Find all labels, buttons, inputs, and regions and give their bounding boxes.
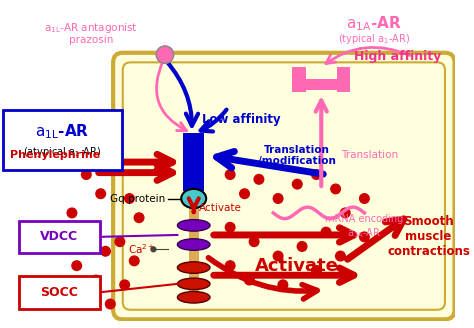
Ellipse shape [177,292,210,303]
Text: $\mathsf{a_{1A}}$-AR: $\mathsf{a_{1A}}$-AR [346,15,402,33]
Text: Phenylephrine: Phenylephrine [10,150,101,160]
Circle shape [151,247,156,252]
Circle shape [100,246,110,256]
Circle shape [63,290,72,299]
Circle shape [336,251,345,261]
Circle shape [297,242,307,251]
Circle shape [225,170,235,179]
Circle shape [82,170,91,179]
Ellipse shape [177,220,210,231]
Bar [183,133,204,191]
FancyBboxPatch shape [113,53,455,319]
FancyBboxPatch shape [19,220,100,253]
Circle shape [360,232,369,242]
Circle shape [225,222,235,232]
Circle shape [240,189,249,198]
Circle shape [249,237,259,246]
Circle shape [292,179,302,189]
Ellipse shape [181,189,206,208]
Circle shape [91,275,100,285]
Circle shape [156,46,173,63]
Circle shape [225,261,235,271]
Text: $\mathsf{Ca^{2+}}$: $\mathsf{Ca^{2+}}$ [128,242,155,256]
Circle shape [245,275,254,285]
Circle shape [129,256,139,266]
Bar [337,67,350,92]
Text: (typical $\mathsf{a_1}$-AR): (typical $\mathsf{a_1}$-AR) [338,32,410,46]
Text: VDCC: VDCC [40,230,79,243]
Ellipse shape [177,278,210,290]
Circle shape [106,299,115,309]
Text: Translation: Translation [341,150,398,160]
Circle shape [67,208,77,218]
Circle shape [321,227,331,237]
Circle shape [115,237,125,246]
Circle shape [340,208,350,218]
Circle shape [96,189,106,198]
Text: Gq protein: Gq protein [109,194,165,203]
Circle shape [134,213,144,222]
Circle shape [312,170,321,179]
Text: $\mathsf{a_{1L}}$-AR: $\mathsf{a_{1L}}$-AR [35,122,90,141]
FancyBboxPatch shape [3,110,122,170]
Text: SOCC: SOCC [40,286,78,299]
Bar [189,208,199,299]
Circle shape [312,266,321,275]
Ellipse shape [177,239,210,250]
Circle shape [72,261,82,271]
Text: Translation
/modification: Translation /modification [258,145,336,166]
Bar [292,73,350,90]
Text: Activate: Activate [255,256,339,275]
Text: prazosin: prazosin [69,35,113,45]
Circle shape [120,280,129,290]
Text: (atypical $\mathsf{a_1}$-AR): (atypical $\mathsf{a_1}$-AR) [23,146,101,159]
Circle shape [273,194,283,203]
Text: $\mathsf{a_{1L}}$-AR antagonist: $\mathsf{a_{1L}}$-AR antagonist [44,21,138,35]
Text: High affinity: High affinity [355,50,442,63]
Circle shape [278,280,288,290]
Text: Low affinity: Low affinity [202,113,281,126]
Ellipse shape [177,262,210,273]
Circle shape [86,227,96,237]
Text: mRNA encoding
$\mathsf{a_{1A}}$-AR: mRNA encoding $\mathsf{a_{1A}}$-AR [325,215,403,240]
Bar [306,65,337,79]
Circle shape [125,194,134,203]
FancyBboxPatch shape [19,276,100,309]
Text: Activate: Activate [199,203,242,213]
Circle shape [254,174,264,184]
Text: Smooth
muscle
contractions: Smooth muscle contractions [387,215,470,258]
Circle shape [273,251,283,261]
Bar [292,67,306,92]
Circle shape [360,194,369,203]
Circle shape [331,184,340,194]
